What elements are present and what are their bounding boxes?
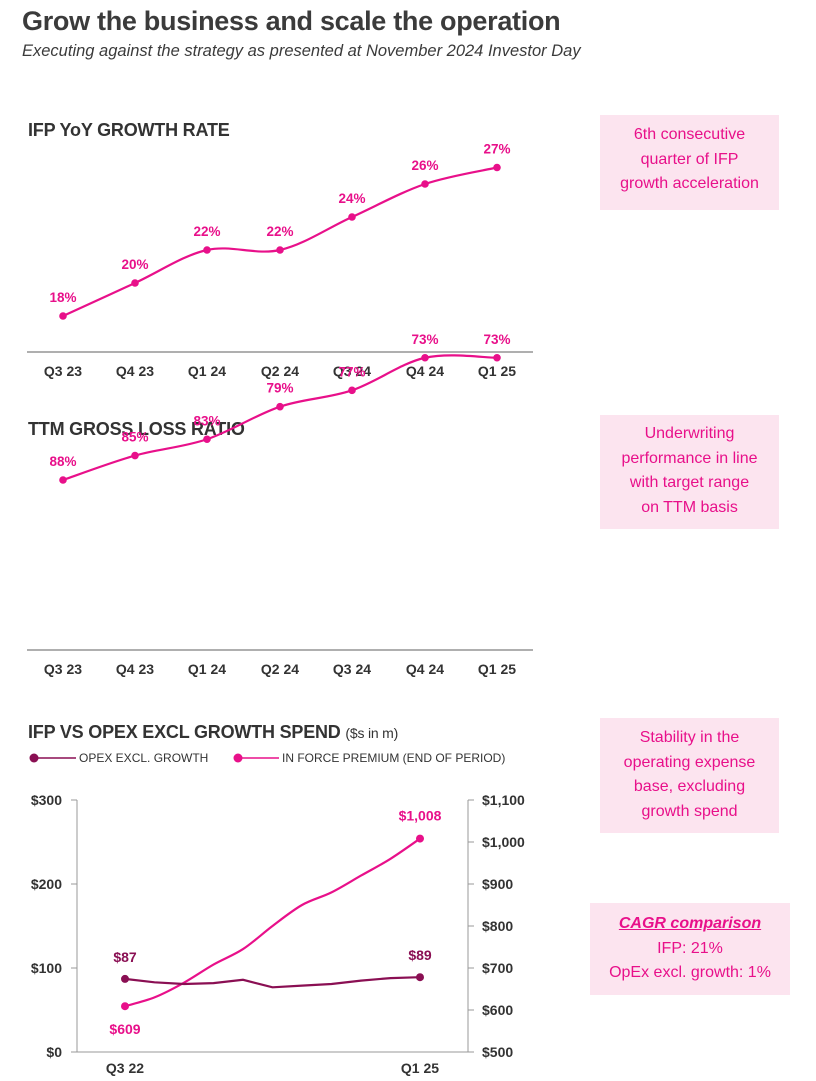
ifp-callout: 6th consecutive quarter of IFP growth ac… — [600, 115, 779, 210]
legend-opex-marker — [29, 753, 39, 763]
callout-line: Underwriting — [644, 425, 735, 442]
x-tick-label: Q3 22 — [106, 1060, 144, 1076]
loss-ratio-tick-label: Q1 24 — [188, 661, 226, 677]
callout-line: with target range — [629, 474, 750, 491]
ifp-growth-tick-label: Q1 24 — [188, 363, 226, 379]
legend-ifp-marker — [233, 753, 243, 763]
loss-ratio-point — [493, 353, 501, 362]
loss-ratio-point — [203, 435, 211, 444]
left-axis-tick-label: $100 — [31, 960, 62, 976]
ifp-growth-point — [59, 312, 67, 320]
callout-line: performance in line — [621, 449, 758, 467]
ifp-growth-point — [276, 246, 284, 254]
ifp-end-point — [416, 834, 424, 843]
right-axis-tick-label: $700 — [482, 960, 513, 976]
x-tick-label: Q1 25 — [401, 1060, 439, 1076]
loss-ratio-data-label: 85% — [121, 430, 148, 445]
callout-line: growth acceleration — [620, 175, 759, 192]
callout-line: Stability in the — [639, 729, 740, 746]
ifp-growth-tick-label: Q3 23 — [44, 363, 82, 379]
ifp-growth-chart-title: IFP YoY GROWTH RATE — [28, 120, 230, 140]
opex-end-label: $89 — [408, 947, 432, 963]
loss-ratio-tick-label: Q1 25 — [478, 661, 516, 677]
left-axis-tick-label: $0 — [46, 1044, 62, 1060]
page-subtitle: Executing against the strategy as presen… — [22, 42, 581, 60]
loss-ratio-data-label: 77% — [338, 364, 365, 379]
loss-ratio-data-label: 73% — [411, 332, 438, 347]
ifp-growth-tick-label: Q3 24 — [333, 363, 371, 379]
loss-callout: Underwriting performance in line with ta… — [600, 415, 779, 529]
loss-ratio-tick-label: Q3 23 — [44, 661, 82, 677]
callout-line: OpEx excl. growth: 1% — [609, 964, 771, 981]
left-axis-tick-label: $300 — [31, 792, 62, 808]
page-title: Grow the business and scale the operatio… — [22, 6, 561, 36]
loss-ratio-data-label: 88% — [49, 454, 76, 469]
ifp-opex-title-text: IFP VS OPEX EXCL GROWTH SPEND — [28, 722, 341, 742]
loss-ratio-tick-label: Q2 24 — [261, 661, 299, 677]
loss-ratio-chart-title: TTM GROSS LOSS RATIO — [28, 419, 245, 439]
ifp-growth-point — [493, 163, 501, 172]
ifp-growth-tick-label: Q4 23 — [116, 363, 154, 379]
right-axis-tick-label: $800 — [482, 918, 513, 934]
loss-ratio-tick-label: Q4 23 — [116, 661, 154, 677]
ifp-opex-chart-title: IFP VS OPEX EXCL GROWTH SPEND ($s in m) — [28, 722, 398, 743]
ifp-growth-data-label: 26% — [411, 158, 438, 173]
loss-ratio-point — [348, 386, 356, 395]
loss-ratio-point — [421, 353, 429, 362]
ifp-start-point — [121, 1002, 129, 1011]
right-axis-tick-label: $1,000 — [482, 834, 525, 850]
ifp-growth-data-label: 18% — [49, 290, 76, 305]
ifp-growth-data-label: 20% — [121, 257, 148, 272]
ifp-growth-tick-label: Q1 25 — [478, 363, 516, 379]
loss-ratio-tick-label: Q3 24 — [333, 661, 371, 677]
loss-ratio-data-label: 83% — [193, 413, 220, 428]
cagr-callout: CAGR comparison IFP: 21% OpEx excl. grow… — [590, 903, 790, 995]
ifp-growth-data-label: 22% — [193, 224, 220, 239]
callout-line: on TTM basis — [641, 498, 738, 516]
opex-callout: Stability in the operating expense base,… — [600, 718, 779, 833]
left-axis-tick-label: $200 — [31, 876, 62, 892]
loss-ratio-data-label: 73% — [483, 332, 510, 347]
opex-start-label: $87 — [113, 949, 137, 965]
cagr-callout-heading: CAGR comparison — [618, 915, 762, 932]
right-axis-tick-label: $600 — [482, 1002, 513, 1018]
ifp-series-line — [124, 837, 421, 1008]
callout-line: 6th consecutive — [633, 126, 746, 143]
legend-ifp-label: IN FORCE PREMIUM (END OF PERIOD) — [282, 751, 505, 765]
callout-line: operating expense — [623, 753, 756, 771]
ifp-growth-tick-label: Q2 24 — [261, 363, 299, 379]
callout-line: quarter of IFP — [640, 150, 739, 168]
ifp-growth-data-label: 22% — [266, 224, 293, 239]
ifp-end-label: $1,008 — [399, 808, 442, 824]
loss-ratio-data-label: 79% — [266, 381, 293, 396]
ifp-opex-title-unit: ($s in m) — [345, 725, 399, 741]
callout-line: base, excluding — [633, 778, 746, 795]
right-axis-tick-label: $900 — [482, 876, 513, 892]
ifp-growth-point — [131, 279, 139, 287]
ifp-growth-point — [203, 246, 211, 254]
ifp-growth-data-label: 27% — [483, 142, 510, 157]
ifp-growth-tick-label: Q4 24 — [406, 363, 444, 379]
opex-series-line — [124, 976, 421, 989]
callout-line: IFP: 21% — [657, 939, 723, 957]
ifp-growth-point — [348, 213, 356, 221]
loss-ratio-point — [131, 451, 139, 460]
right-axis-tick-label: $1,100 — [482, 792, 525, 808]
ifp-growth-series-line — [62, 166, 498, 317]
ifp-start-label: $609 — [109, 1021, 140, 1037]
loss-ratio-tick-label: Q4 24 — [406, 661, 444, 677]
legend-opex-label: OPEX EXCL. GROWTH — [79, 751, 208, 765]
callout-line: growth spend — [641, 802, 738, 820]
opex-end-point — [416, 973, 424, 982]
ifp-growth-data-label: 24% — [338, 191, 365, 206]
loss-ratio-point — [59, 476, 67, 484]
right-axis-tick-label: $500 — [482, 1044, 513, 1060]
loss-ratio-point — [276, 402, 284, 411]
ifp-growth-point — [421, 180, 429, 188]
opex-start-point — [121, 974, 129, 983]
